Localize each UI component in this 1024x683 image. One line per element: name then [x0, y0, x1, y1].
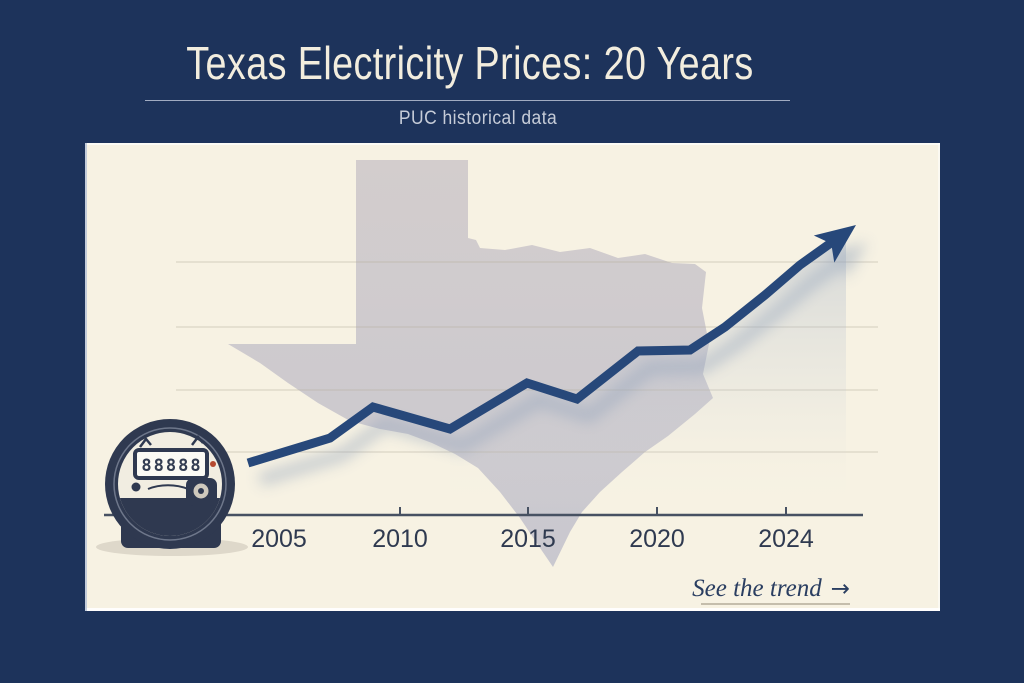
see-the-trend-label[interactable]: See the trend	[692, 575, 822, 602]
meter-tick-right	[191, 434, 204, 446]
meter-tick-left	[139, 436, 152, 448]
trend-line	[246, 236, 838, 468]
arrow-right-icon[interactable]: →	[831, 576, 850, 602]
meter-display	[133, 448, 209, 480]
meter-indicator-light	[210, 461, 216, 467]
chart-panel: 2005 2010 2015 2020 2024 See the trend → …	[85, 143, 940, 611]
x-axis-labels: 2005 2010 2015 2020 2024	[251, 525, 814, 553]
page-subtitle: PUC historical data	[398, 108, 558, 129]
svg-text:See the trend→: See the trend →	[692, 575, 850, 602]
x-tick-label-2015: 2015	[500, 525, 556, 553]
x-tick-label-2020: 2020	[629, 525, 685, 553]
x-tick-label-2010: 2010	[372, 525, 428, 553]
see-the-trend-link[interactable]: See the trend →	[692, 575, 850, 605]
trend-arrowhead-icon	[813, 225, 856, 263]
x-tick-label-2005: 2005	[251, 525, 307, 553]
meter-reading: 88888	[141, 456, 202, 476]
electric-meter-icon: 88888	[96, 419, 248, 556]
page-title: Texas Electricity Prices: 20 Years	[186, 37, 754, 89]
x-tick-label-2024: 2024	[758, 525, 814, 553]
title-divider	[145, 100, 790, 101]
x-axis	[104, 507, 863, 517]
price-trend-chart: 2005 2010 2015 2020 2024 See the trend → …	[96, 160, 878, 605]
